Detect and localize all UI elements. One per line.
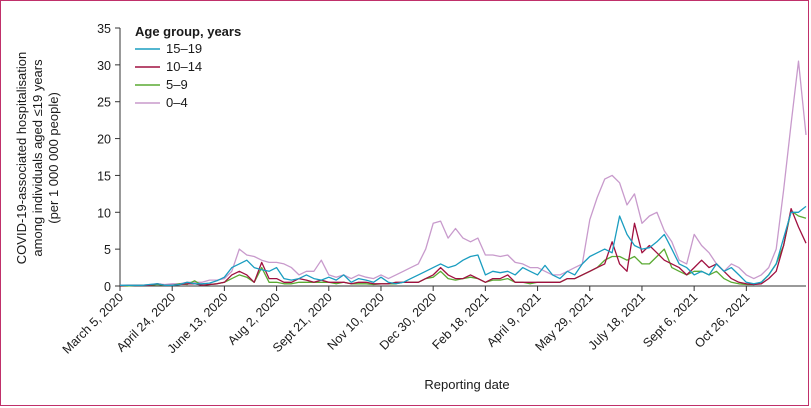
y-axis-title-line-3: (per 1 000 000 people) <box>46 92 61 224</box>
series-line <box>120 210 807 287</box>
legend-entry: 0–4 <box>166 95 188 110</box>
y-tick-label: 0 <box>104 280 111 294</box>
legend-entry: 5–9 <box>166 77 188 92</box>
y-tick-label: 30 <box>97 59 111 73</box>
x-tick-label: Feb 18, 2021 <box>429 290 491 352</box>
y-tick-label: 20 <box>97 133 111 147</box>
y-tick-label: 5 <box>104 243 111 257</box>
series-line <box>119 207 807 287</box>
legend-entry: 15–19 <box>166 41 202 56</box>
series-line <box>120 60 807 286</box>
series-lines <box>119 60 807 287</box>
legend: Age group, years 15–19 10–14 5–9 0–4 <box>135 24 241 110</box>
y-axis-title-line-1: COVID-19-associated hospitalisation <box>14 52 29 264</box>
y-tick-label: 35 <box>97 22 111 36</box>
x-axis-title: Reporting date <box>424 377 509 392</box>
y-tick-label: 15 <box>97 169 111 183</box>
series-line <box>120 205 807 286</box>
x-tick-label: Aug 2, 2020 <box>225 290 283 348</box>
y-axis-title: COVID-19-associated hospitalisation amon… <box>14 52 61 264</box>
y-tick-label: 25 <box>97 96 111 110</box>
x-tick-label: Oct 26, 2021 <box>692 290 753 351</box>
y-axis-title-line-2: among individuals aged ≤19 years <box>30 59 45 257</box>
y-tick-label: 10 <box>97 206 111 220</box>
legend-entry: 10–14 <box>166 59 202 74</box>
legend-title: Age group, years <box>135 24 241 39</box>
